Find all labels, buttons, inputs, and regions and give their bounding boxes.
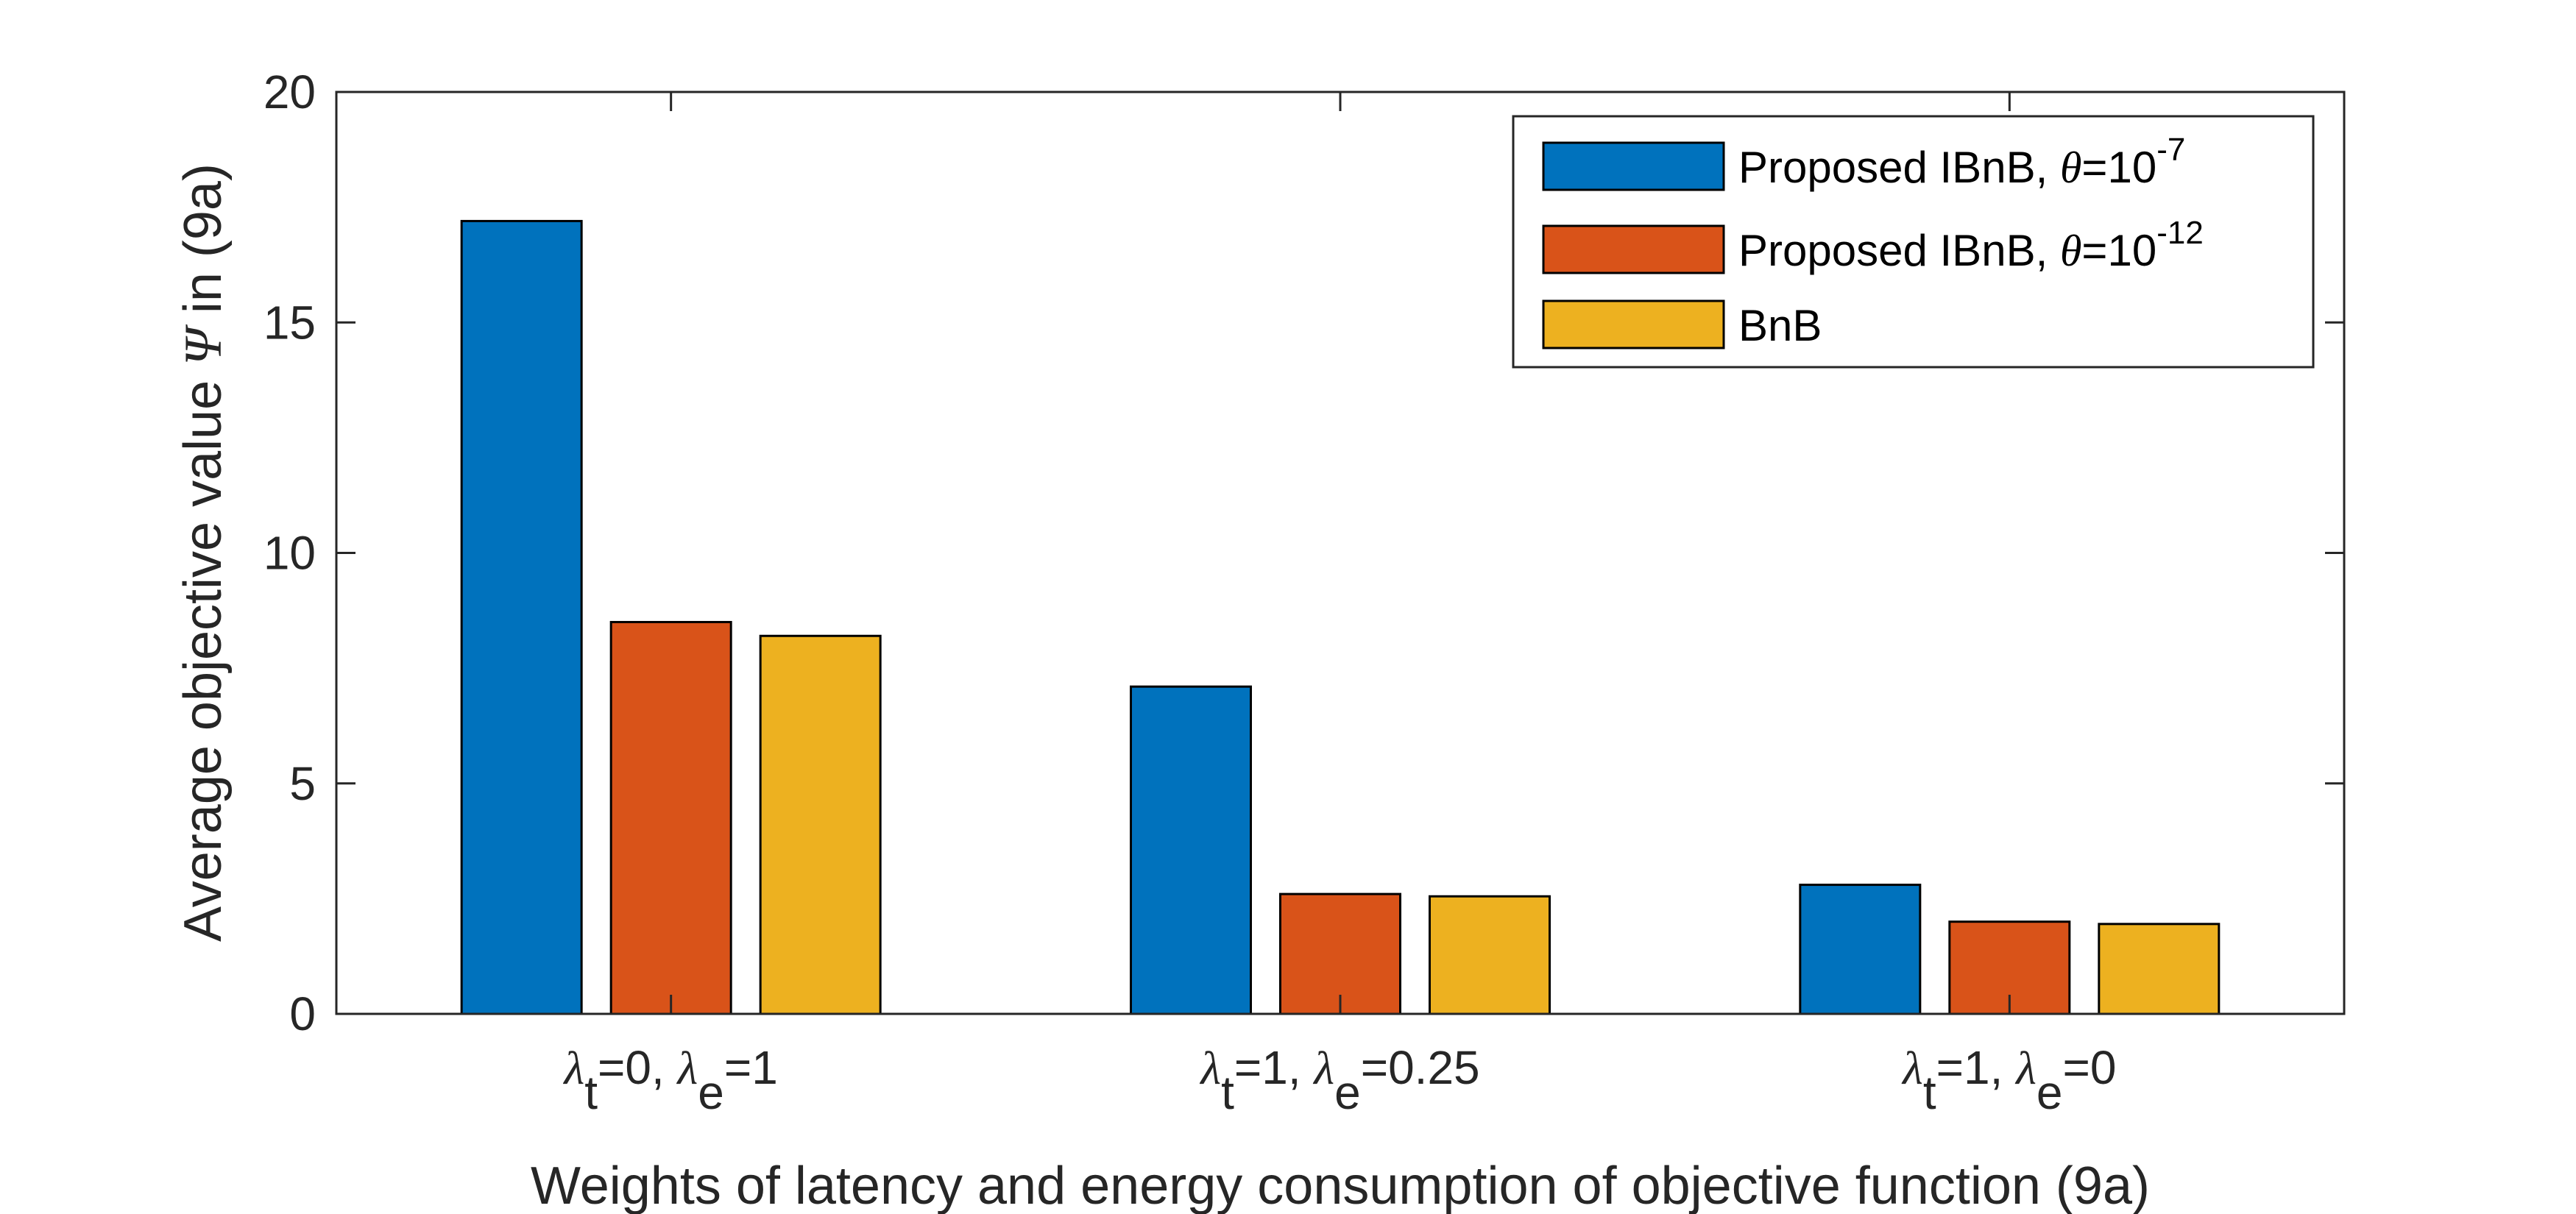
bar-series3-cat2 <box>1429 895 1551 1015</box>
x-tick-labels: λt=0, λe=1 λt=1, λe=0.25 λt=1, λe=0 <box>563 1041 2117 1119</box>
y-tick-label: 0 <box>289 987 316 1040</box>
theta-exponent: -12 <box>2156 215 2204 251</box>
theta-exponent: -7 <box>2156 132 2185 168</box>
weight-latency: =1, <box>1936 1041 2017 1094</box>
axis-ticks: 0 5 10 15 20 <box>263 65 2344 1040</box>
lambda-symbol: λ <box>2014 1042 2037 1094</box>
subscript-t: t <box>1221 1066 1234 1119</box>
weight-latency: =0, <box>598 1041 678 1094</box>
x-tick-label: λt=0, λe=1 <box>563 1041 778 1119</box>
y-axis-label-suffix: in (9a) <box>174 163 233 328</box>
legend-series-name: Proposed IBnB <box>1738 143 2036 192</box>
y-axis-label-prefix: Average objective value <box>174 366 233 942</box>
weight-energy: =1 <box>724 1041 778 1094</box>
legend-entry-2: Proposed IBnB, θ=10-12 <box>1738 215 2204 275</box>
lambda-symbol: λ <box>1312 1042 1334 1094</box>
subscript-t: t <box>1923 1066 1936 1119</box>
y-axis-label-symbol: Ψ <box>174 324 233 366</box>
legend-entry-1: Proposed IBnB, θ=10-7 <box>1738 132 2185 192</box>
y-tick-label: 20 <box>263 65 316 118</box>
bar-series2-cat1 <box>609 620 732 1015</box>
legend-separator: , <box>2036 143 2060 192</box>
subscript-e: e <box>2037 1066 2063 1119</box>
bar-series1-cat3 <box>1799 884 1922 1015</box>
bar-series1-cat1 <box>460 219 583 1015</box>
bar-series1-cat2 <box>1130 685 1252 1015</box>
subscript-t: t <box>584 1066 598 1119</box>
subscript-e: e <box>698 1066 724 1119</box>
theta-base: =10 <box>2081 143 2156 192</box>
legend-series-name: BnB <box>1738 301 1822 350</box>
legend-swatch-1 <box>1542 141 1725 191</box>
lambda-symbol: λ <box>563 1042 585 1094</box>
y-tick-label: 15 <box>263 296 316 349</box>
y-tick-label: 10 <box>263 527 316 580</box>
lambda-symbol: λ <box>676 1042 698 1094</box>
bar-series3-cat3 <box>2098 923 2221 1015</box>
lambda-symbol: λ <box>1901 1042 1923 1094</box>
y-axis-label: Average objective value Ψ in (9a) <box>174 163 233 942</box>
theta-symbol: θ <box>2060 143 2081 192</box>
weight-latency: =1, <box>1234 1041 1314 1094</box>
weight-energy: =0.25 <box>1361 1041 1480 1094</box>
legend-entry-3: BnB <box>1738 301 1822 350</box>
legend-swatch-2 <box>1542 224 1725 274</box>
legend-series-name: Proposed IBnB <box>1738 226 2036 275</box>
bars-group <box>460 219 2221 1015</box>
legend-swatch-3 <box>1542 299 1725 349</box>
legend-separator: , <box>2036 226 2060 275</box>
theta-symbol: θ <box>2060 227 2081 275</box>
bar-series3-cat1 <box>759 634 882 1015</box>
x-axis-label: Weights of latency and energy consumptio… <box>531 1157 2150 1214</box>
lambda-symbol: λ <box>1199 1042 1221 1094</box>
x-tick-label: λt=1, λe=0 <box>1901 1041 2116 1119</box>
y-tick-label: 5 <box>289 757 316 810</box>
theta-base: =10 <box>2081 226 2156 275</box>
subscript-e: e <box>1334 1066 1361 1119</box>
x-tick-label: λt=1, λe=0.25 <box>1199 1041 1479 1119</box>
weight-energy: =0 <box>2063 1041 2117 1094</box>
